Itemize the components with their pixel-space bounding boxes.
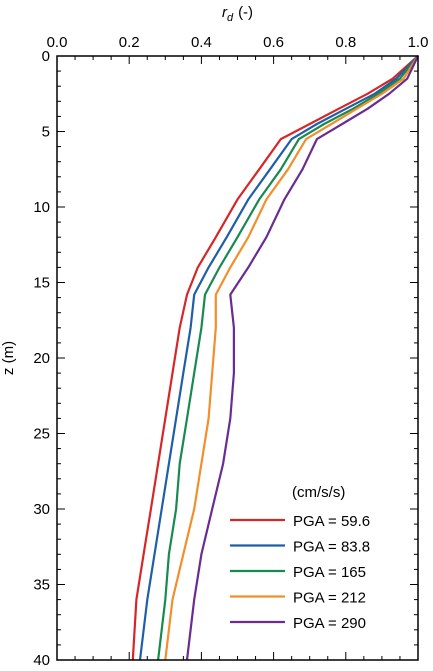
x-tick-label: 0.0	[47, 34, 68, 51]
y-tick-label: 15	[33, 275, 50, 292]
legend-title: (cm/s/s)	[292, 484, 345, 501]
y-axis-ticks: 0 5 10 15 20 25 30 35 40	[33, 48, 418, 669]
x-axis-title-subscript: d	[227, 12, 234, 24]
legend-label: PGA = 59.6	[293, 513, 370, 530]
series-line-1	[131, 55, 419, 661]
x-tick-label: 0.4	[191, 34, 212, 51]
x-axis-title-unit: (-)	[238, 4, 253, 21]
x-axis-title-main: r	[222, 4, 228, 21]
x-axis-ticks: 0.0 0.2 0.4 0.6 0.8 1.0	[47, 34, 429, 660]
legend-label: PGA = 83.8	[293, 539, 370, 556]
x-tick-label: 0.8	[335, 34, 356, 51]
x-tick-label: 1.0	[408, 34, 429, 51]
legend-label: PGA = 212	[293, 590, 366, 607]
legend-label: PGA = 165	[293, 564, 366, 581]
legend-entries: PGA = 59.6 PGA = 83.8 PGA = 165 PGA = 212 PG…	[230, 513, 370, 632]
series-line-2	[138, 55, 419, 661]
y-tick-label: 35	[33, 577, 50, 594]
series-line-3	[157, 55, 419, 661]
x-axis-title: rd (-)	[222, 4, 253, 24]
plot-frame	[56, 55, 419, 661]
x-tick-label: 0.6	[263, 34, 284, 51]
series-line-4	[164, 55, 419, 661]
y-tick-label: 20	[33, 350, 50, 367]
y-tick-label: 10	[33, 199, 50, 216]
series-line-5	[185, 55, 419, 661]
y-axis-title: z (m)	[0, 341, 17, 375]
series-lines	[131, 55, 419, 661]
legend-label: PGA = 290	[293, 615, 366, 632]
y-tick-label: 40	[33, 652, 50, 669]
y-tick-label: 0	[42, 48, 50, 65]
y-tick-label: 25	[33, 426, 50, 443]
y-tick-label: 30	[33, 501, 50, 518]
y-tick-label: 5	[42, 124, 50, 141]
x-tick-label: 0.2	[119, 34, 140, 51]
